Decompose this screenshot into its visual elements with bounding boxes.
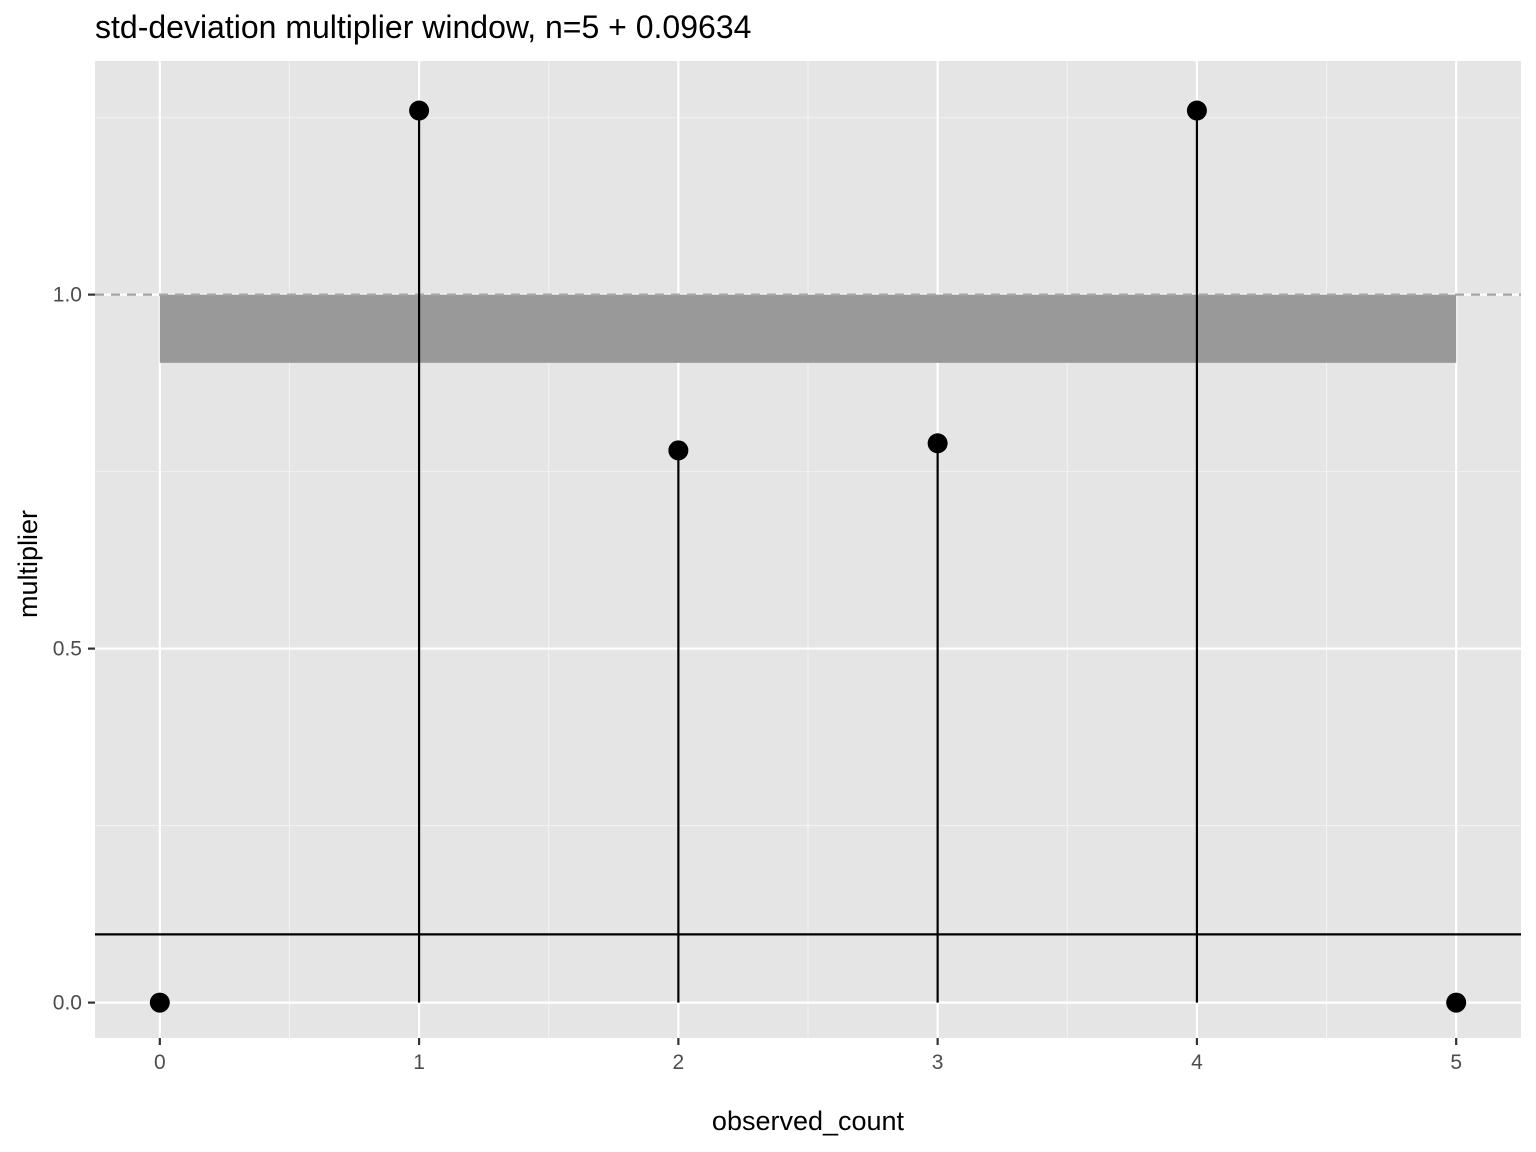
chart-title: std-deviation multiplier window, n=5 + 0… <box>95 9 751 45</box>
x-axis-title: observed_count <box>712 1106 905 1136</box>
data-point <box>927 433 948 454</box>
y-axis: 0.0 0.5 1.0 <box>53 284 95 1015</box>
data-point <box>149 992 170 1013</box>
y-axis-title: multiplier <box>13 510 43 618</box>
stems <box>417 110 1199 1003</box>
x-tick-label: 0 <box>154 1051 166 1074</box>
reference-lines <box>95 293 1521 936</box>
minor-gridlines <box>95 61 1521 1038</box>
x-tick-label: 1 <box>413 1051 425 1074</box>
y-tick-label: 1.0 <box>53 284 82 307</box>
data-point <box>1186 100 1207 121</box>
x-tick-label: 3 <box>932 1051 944 1074</box>
data-point <box>409 100 430 121</box>
x-axis: 0 1 2 3 4 5 <box>154 1038 1462 1074</box>
y-tick-label: 0.0 <box>53 992 82 1015</box>
x-tick-label: 2 <box>673 1051 685 1074</box>
data-point <box>1446 992 1467 1013</box>
x-tick-label: 5 <box>1450 1051 1462 1074</box>
x-tick-label: 4 <box>1191 1051 1203 1074</box>
data-point <box>668 440 689 461</box>
y-tick-label: 0.5 <box>53 638 82 661</box>
band-layer <box>159 294 1457 363</box>
points <box>149 100 1467 1013</box>
tolerance-band <box>159 294 1457 363</box>
